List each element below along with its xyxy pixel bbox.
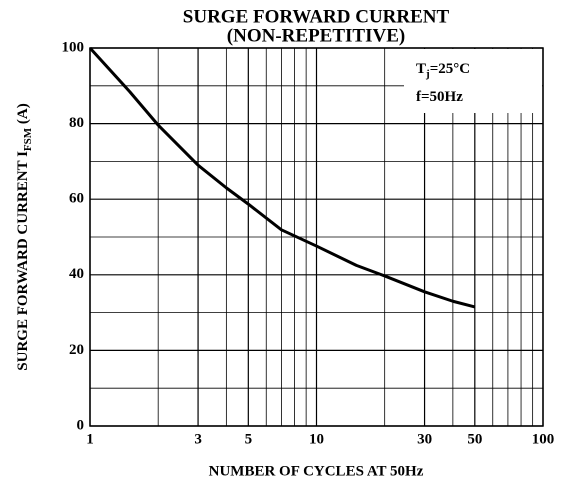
curve — [88, 46, 476, 309]
x-tick-label: 5 — [245, 431, 253, 447]
plot-frame — [89, 47, 544, 427]
annotation-part: =25°C — [430, 61, 470, 77]
annotation: f=50Hz — [416, 89, 463, 105]
annotation-box — [404, 49, 542, 113]
x-tick-label: 30 — [417, 431, 432, 447]
y-tick-label: 100 — [62, 39, 85, 55]
y-tick-label: 20 — [69, 342, 84, 358]
annotation: Tj=25°C — [416, 61, 470, 79]
x-tick-label: 50 — [467, 431, 482, 447]
chart-title: SURGE FORWARD CURRENT — [183, 6, 450, 27]
y-axis-label: SURGE FORWARD CURRENT IFSM (A) — [15, 103, 33, 370]
x-tick-label: 10 — [309, 431, 324, 447]
y-tick-label: 80 — [69, 115, 84, 131]
x-tick-label: 1 — [86, 431, 94, 447]
y-tick-label: 40 — [69, 266, 84, 282]
annotation-part: f=50Hz — [416, 89, 463, 105]
annotation-part: j — [425, 68, 430, 80]
annotation-part: T — [416, 61, 426, 77]
x-tick-label: 3 — [194, 431, 202, 447]
chart-subtitle: (NON-REPETITIVE) — [227, 25, 405, 46]
y-tick-label: 60 — [69, 191, 84, 207]
y-tick-label: 0 — [77, 417, 85, 433]
x-axis-label: NUMBER OF CYCLES AT 50Hz — [209, 463, 424, 479]
x-tick-label: 100 — [532, 431, 555, 447]
